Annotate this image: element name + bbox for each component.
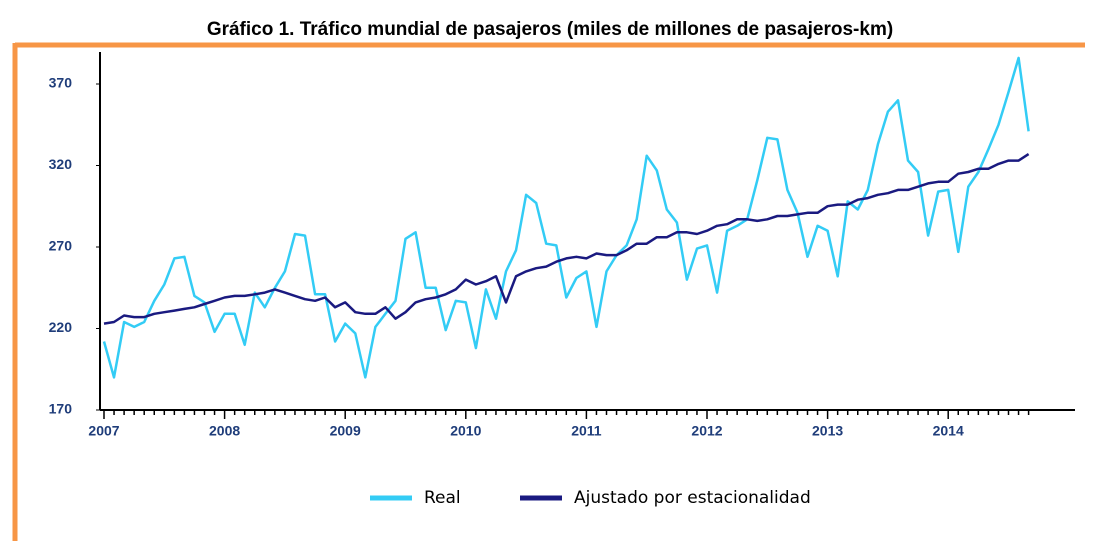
series-line — [103, 153, 1030, 325]
y-tick-label: 370 — [49, 75, 73, 91]
x-tick-label: 2013 — [812, 423, 843, 439]
legend-label: Real — [424, 488, 461, 508]
x-tick-label: 2009 — [330, 423, 361, 439]
x-tick-label: 2010 — [450, 423, 481, 439]
x-tick-label: 2008 — [209, 423, 240, 439]
series-line — [102, 56, 1030, 379]
legend-label: Ajustado por estacionalidad — [574, 488, 811, 508]
chart-title: Gráfico 1. Tráfico mundial de pasajeros … — [207, 19, 893, 40]
x-tick-label: 2012 — [691, 423, 722, 439]
y-tick-label: 320 — [49, 156, 73, 172]
x-tick-label: 2014 — [933, 423, 964, 439]
y-tick-label: 270 — [49, 238, 73, 254]
y-tick-label: 220 — [49, 319, 73, 335]
x-tick-label: 2011 — [571, 423, 602, 439]
x-tick-label: 2007 — [88, 423, 119, 439]
y-tick-label: 170 — [49, 401, 73, 417]
